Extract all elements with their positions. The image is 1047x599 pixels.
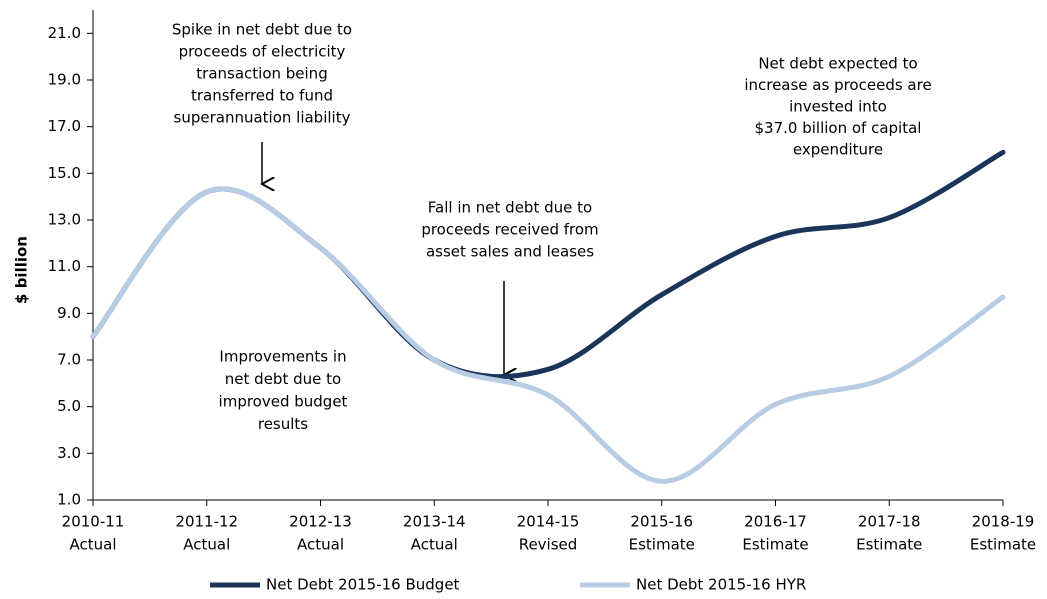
x-tick-label: Actual — [297, 536, 344, 554]
x-tick-label: 2017-18 — [858, 513, 921, 531]
annotation: improved budget — [219, 393, 348, 411]
y-axis-label: $ billion — [13, 236, 31, 304]
y-tick-label: 19.0 — [48, 71, 81, 89]
x-tick-label: Actual — [70, 536, 117, 554]
x-tick-label: Estimate — [742, 536, 808, 554]
legend-label: Net Debt 2015-16 HYR — [636, 576, 806, 594]
annotation: Improvements in — [219, 348, 346, 366]
x-tick-label: 2015-16 — [630, 513, 693, 531]
y-tick-label: 15.0 — [48, 164, 81, 182]
annotation: transaction being — [196, 65, 327, 83]
x-tick-label: Estimate — [856, 536, 922, 554]
annotation: proceeds of electricity — [179, 43, 346, 61]
x-tick-label: Actual — [411, 536, 458, 554]
y-tick-label: 1.0 — [57, 491, 81, 509]
annotation: increase as proceeds are — [744, 76, 931, 94]
line-series — [90, 186, 1006, 484]
x-tick-label: Estimate — [629, 536, 695, 554]
annotation: asset sales and leases — [426, 243, 594, 261]
y-tick-label: 3.0 — [57, 444, 81, 462]
y-tick-label: 17.0 — [48, 117, 81, 135]
y-tick-label: 9.0 — [57, 304, 81, 322]
x-tick-label: Actual — [183, 536, 230, 554]
y-tick-label: 11.0 — [48, 257, 81, 275]
x-tick-label: Estimate — [970, 536, 1036, 554]
x-tick-label: Revised — [519, 536, 578, 554]
annotation: expenditure — [793, 141, 883, 159]
annotation: Spike in net debt due to — [172, 21, 352, 39]
x-tick-label: 2013-14 — [403, 513, 466, 531]
y-tick-label: 13.0 — [48, 211, 81, 229]
annotation: proceeds received from — [421, 221, 598, 239]
y-tick-label: 21.0 — [48, 24, 81, 42]
line-series — [90, 149, 1006, 380]
annotation: Net debt expected to — [758, 55, 917, 73]
x-tick-label: 2012-13 — [289, 513, 352, 531]
legend-label: Net Debt 2015-16 Budget — [266, 576, 460, 594]
annotation: net debt due to — [225, 370, 341, 388]
x-tick-label: 2018-19 — [972, 513, 1035, 531]
x-tick-label: 2014-15 — [517, 513, 580, 531]
annotation: $37.0 billion of capital — [755, 119, 922, 137]
annotation: Fall in net debt due to — [428, 199, 592, 217]
x-tick-label: 2010-11 — [62, 513, 125, 531]
x-tick-label: 2016-17 — [744, 513, 807, 531]
annotation: transferred to fund — [191, 87, 333, 105]
y-tick-label: 7.0 — [57, 351, 81, 369]
x-tick-label: 2011-12 — [175, 513, 238, 531]
annotation: invested into — [789, 98, 887, 116]
annotation: results — [258, 415, 308, 433]
annotation: superannuation liability — [174, 109, 351, 127]
y-tick-label: 5.0 — [57, 397, 81, 415]
